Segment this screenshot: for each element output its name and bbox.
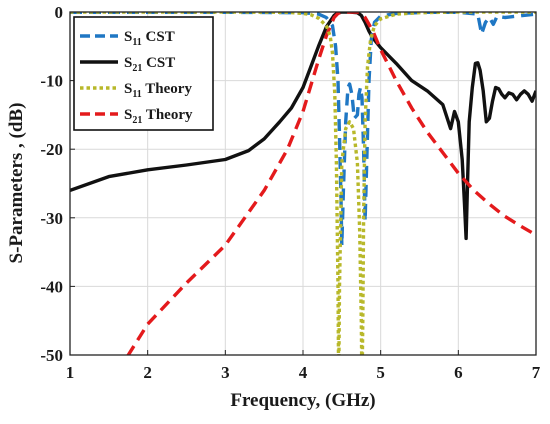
- x-axis-label: Frequency, (GHz): [230, 390, 375, 411]
- y-tick-label: -30: [40, 209, 63, 228]
- series-line-s21-cst: [70, 12, 536, 241]
- x-tick-label: 1: [66, 363, 75, 382]
- series-lines: [70, 12, 536, 355]
- series-line-s11-cst: [70, 12, 536, 247]
- legend: S11 CST S21 CST S11 Theory S21 Theory: [73, 16, 214, 131]
- y-tick-label: 0: [55, 3, 64, 22]
- x-tick-label: 2: [143, 363, 152, 382]
- y-tick-label: -50: [40, 346, 63, 365]
- y-tick-label: -10: [40, 72, 63, 91]
- legend-label: S11 Theory: [124, 81, 192, 100]
- x-tick-label: 3: [221, 363, 230, 382]
- x-tick-label: 7: [532, 363, 541, 382]
- series-line-s21-theory: [126, 12, 536, 355]
- x-tick-label: 4: [299, 363, 308, 382]
- legend-label: S21 Theory: [124, 107, 193, 126]
- y-tick-label: -40: [40, 277, 63, 296]
- legend-label: S21 CST: [124, 55, 175, 74]
- legend-label: S11 CST: [124, 29, 175, 48]
- x-tick-labels: 1 2 3 4 5 6 7: [66, 350, 541, 382]
- y-tick-labels: 0 -10 -20 -30 -40 -50: [40, 3, 75, 365]
- y-axis-label: S-Parameters , (dB): [6, 103, 27, 264]
- x-tick-label: 5: [376, 363, 385, 382]
- y-tick-label: -20: [40, 140, 63, 159]
- x-tick-label: 6: [454, 363, 463, 382]
